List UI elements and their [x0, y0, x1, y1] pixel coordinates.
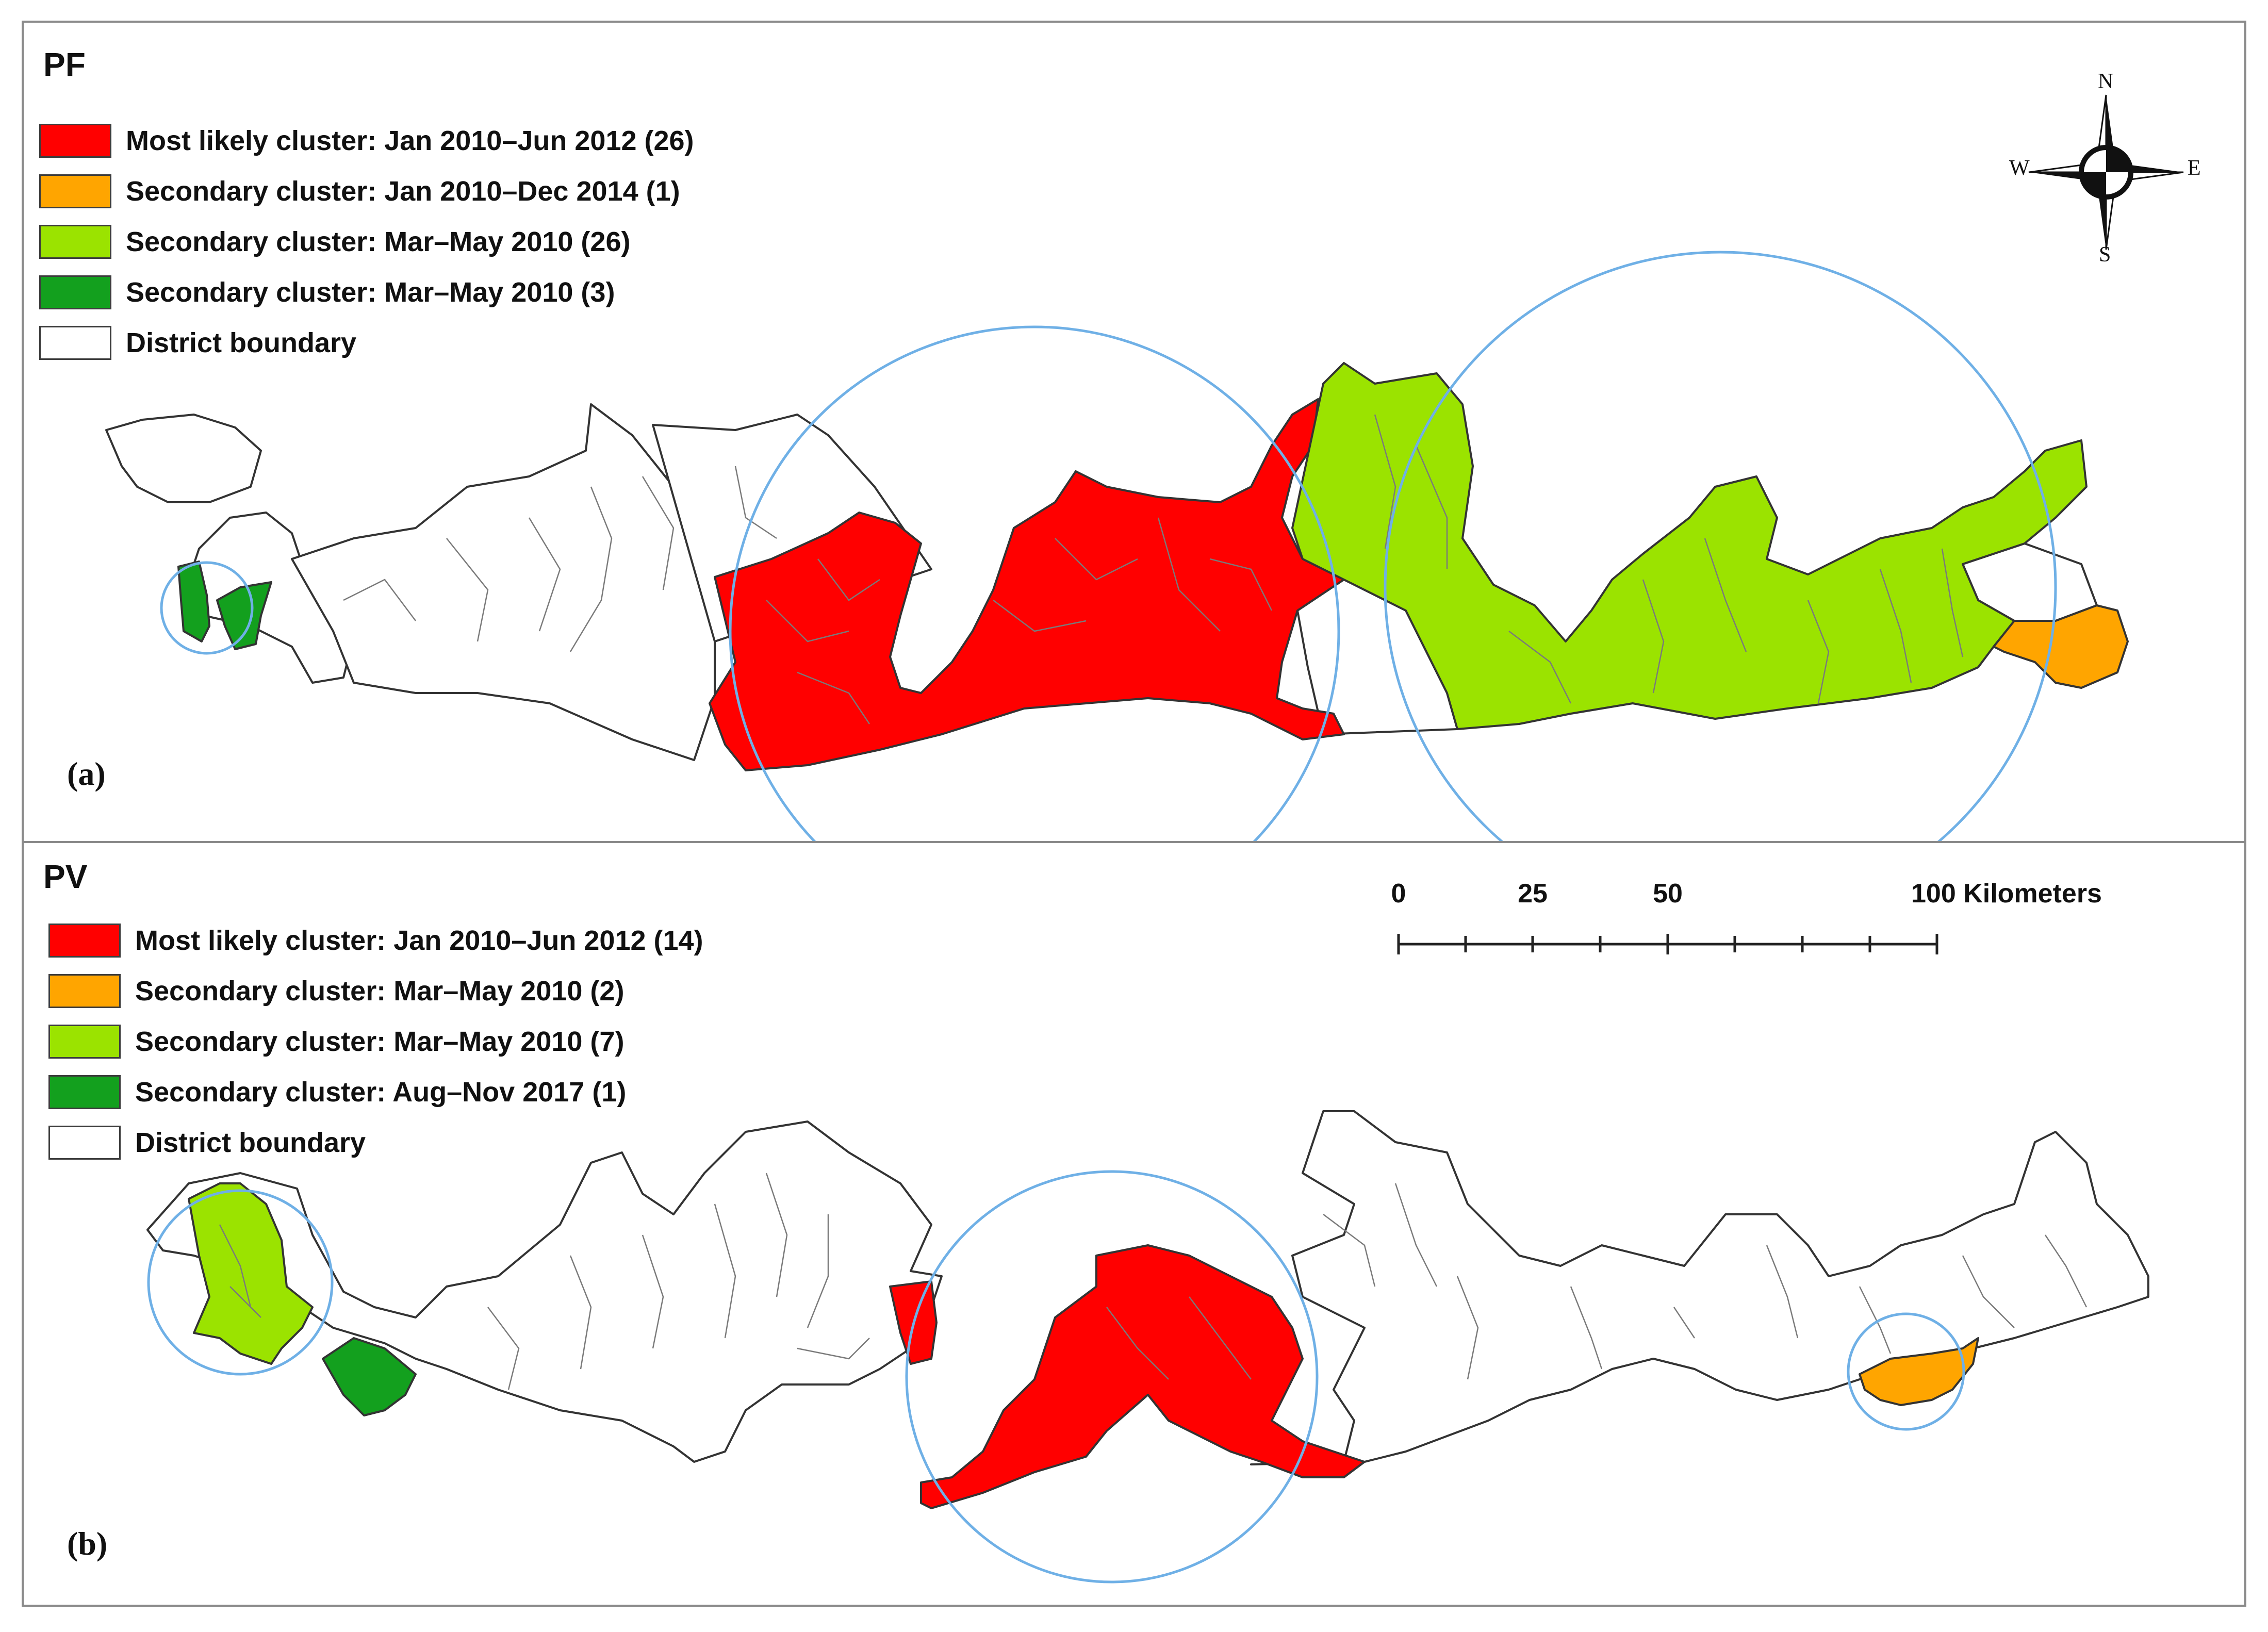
legend-pf: Most likely cluster: Jan 2010–Jun 2012 (… — [39, 116, 694, 368]
panel-title-pv: PV — [43, 858, 88, 895]
panel-label-a: (a) — [67, 755, 106, 792]
compass-star-icon — [2028, 94, 2184, 250]
subdistrict-lines — [219, 1173, 2088, 1390]
legend-label: Secondary cluster: Mar–May 2010 (3) — [126, 277, 615, 308]
cluster-red — [709, 398, 1345, 771]
district-white-east-base — [1250, 1110, 2149, 1465]
panel-pf-map: PF Most likely cluster: Jan 2010–Jun 201… — [22, 21, 2246, 843]
subdistrict-lines — [343, 414, 1964, 724]
pf-map-canvas — [105, 251, 2129, 841]
legend-swatch-orange — [39, 174, 111, 208]
cluster-circle-central — [905, 1170, 1319, 1584]
legend-swatch-light-green — [48, 1025, 121, 1059]
panel-pv-map: PV Most likely cluster: Jan 2010–Jun 201… — [22, 841, 2246, 1607]
scale-value-100: 100 — [1911, 879, 1956, 909]
cluster-circle-west — [147, 1189, 334, 1376]
cluster-circle-east — [1384, 251, 2057, 841]
cluster-circle-central — [729, 325, 1340, 841]
cluster-dark-green — [322, 1337, 417, 1416]
compass-s-label: S — [2099, 243, 2111, 267]
scale-label-100: 100 Kilometers — [1911, 878, 2102, 909]
legend-swatch-red — [48, 924, 121, 958]
legend-label: Most likely cluster: Jan 2010–Jun 2012 (… — [135, 925, 703, 956]
legend-swatch-light-green — [39, 225, 111, 259]
cluster-light-green — [1291, 362, 2088, 730]
legend-label: Secondary cluster: Aug–Nov 2017 (1) — [135, 1077, 627, 1108]
legend-item: Most likely cluster: Jan 2010–Jun 2012 (… — [48, 915, 703, 966]
legend-swatch-white — [39, 326, 111, 360]
legend-item: Secondary cluster: Jan 2010–Dec 2014 (1) — [39, 166, 694, 217]
compass-w-label: W — [2009, 156, 2030, 180]
legend-item: Secondary cluster: Mar–May 2010 (26) — [39, 217, 694, 267]
cluster-circle-east — [1847, 1312, 1965, 1431]
legend-swatch-dark-green — [48, 1075, 121, 1109]
scale-unit-label: Kilometers — [1963, 879, 2102, 909]
legend-item: Most likely cluster: Jan 2010–Jun 2012 (… — [39, 116, 694, 166]
legend-label: Most likely cluster: Jan 2010–Jun 2012 (… — [126, 125, 694, 156]
cluster-orange — [1993, 604, 2129, 689]
legend-item: District boundary — [48, 1117, 703, 1168]
legend-label: Secondary cluster: Jan 2010–Dec 2014 (1) — [126, 176, 680, 207]
scale-label-25: 25 — [1518, 879, 1548, 909]
cluster-dark-green-1 — [177, 561, 210, 642]
legend-label: District boundary — [135, 1127, 366, 1158]
district-white-base — [146, 1120, 943, 1463]
legend-swatch-dark-green — [39, 275, 111, 309]
pv-map-canvas — [146, 1110, 2149, 1584]
compass-n-label: N — [2098, 70, 2114, 93]
scale-label-50: 50 — [1653, 879, 1683, 909]
legend-item: Secondary cluster: Mar–May 2010 (2) — [48, 966, 703, 1016]
legend-label: Secondary cluster: Mar–May 2010 (7) — [135, 1026, 624, 1057]
compass-e-label: E — [2188, 156, 2201, 180]
cluster-circle-west — [160, 561, 254, 655]
legend-item: Secondary cluster: Mar–May 2010 (3) — [39, 267, 694, 318]
legend-label: District boundary — [126, 327, 357, 358]
legend-swatch-white — [48, 1126, 121, 1160]
legend-label: Secondary cluster: Mar–May 2010 (26) — [126, 226, 631, 257]
cluster-light-green-west — [188, 1182, 314, 1365]
scale-label-0: 0 — [1391, 879, 1406, 909]
scale-ruler-icon — [1397, 934, 1938, 954]
legend-swatch-orange — [48, 974, 121, 1008]
cluster-red-main — [920, 1244, 1366, 1509]
legend-item: Secondary cluster: Mar–May 2010 (7) — [48, 1016, 703, 1067]
compass-rose: N S W E — [2009, 69, 2205, 275]
legend-pv: Most likely cluster: Jan 2010–Jun 2012 (… — [48, 915, 703, 1168]
panel-title-pf: PF — [43, 46, 86, 83]
legend-item: Secondary cluster: Aug–Nov 2017 (1) — [48, 1067, 703, 1117]
legend-item: District boundary — [39, 318, 694, 368]
district-white-west — [105, 414, 262, 503]
scale-bar: 0 25 50 100 Kilometers — [1391, 878, 2102, 971]
panel-label-b: (b) — [67, 1525, 108, 1562]
legend-label: Secondary cluster: Mar–May 2010 (2) — [135, 976, 624, 1007]
legend-swatch-red — [39, 124, 111, 158]
